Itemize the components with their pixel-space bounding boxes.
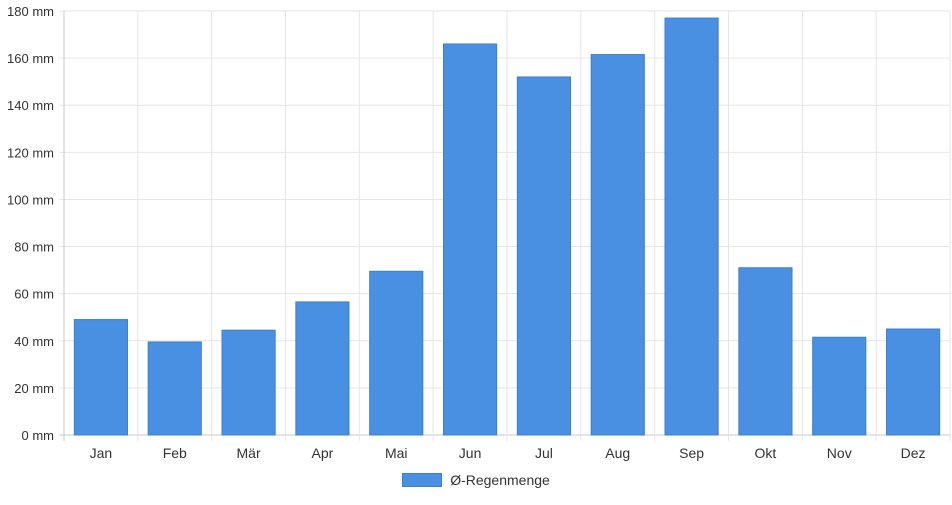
x-tick-label: Aug xyxy=(605,445,630,461)
bar-dez xyxy=(886,328,941,436)
bar-mai xyxy=(369,270,424,436)
legend-swatch xyxy=(402,473,443,487)
y-tick-label: 20 mm xyxy=(14,381,54,396)
gridlines xyxy=(59,10,951,441)
bar-mär xyxy=(221,329,276,436)
y-tick-label: 160 mm xyxy=(7,51,54,66)
x-tick-label: Mai xyxy=(385,445,408,461)
x-tick-label: Mär xyxy=(237,445,261,461)
y-tick-label: 80 mm xyxy=(14,240,54,255)
bar-sep xyxy=(664,17,719,436)
bar-jul xyxy=(516,76,571,436)
bars xyxy=(73,17,941,436)
y-tick-label: 180 mm xyxy=(7,4,54,19)
bar-apr xyxy=(295,301,350,436)
x-tick-label: Feb xyxy=(163,445,187,461)
y-tick-label: 140 mm xyxy=(7,98,54,113)
axes: 0 mm 20 mm 40 mm 60 mm 80 mm 100 mm 120 mm 140 … xyxy=(7,4,926,461)
x-tick-label: Jun xyxy=(459,445,482,461)
bar-feb xyxy=(147,341,202,436)
bar-jun xyxy=(443,43,498,436)
x-tick-label: Okt xyxy=(755,445,777,461)
x-tick-label: Dez xyxy=(901,445,926,461)
legend: Ø-Regenmenge xyxy=(0,472,952,488)
x-tick-label: Jan xyxy=(90,445,113,461)
bar-nov xyxy=(812,336,867,436)
y-tick-label: 100 mm xyxy=(7,192,54,207)
x-tick-label: Apr xyxy=(312,445,334,461)
y-tick-label: 40 mm xyxy=(14,334,54,349)
bar-aug xyxy=(590,54,645,436)
y-tick-label: 60 mm xyxy=(14,287,54,302)
bar-okt xyxy=(738,267,793,436)
x-tick-label: Nov xyxy=(827,445,852,461)
y-tick-label: 0 mm xyxy=(22,428,55,443)
legend-label: Ø-Regenmenge xyxy=(450,472,550,488)
y-tick-label: 120 mm xyxy=(7,145,54,160)
bar-jan xyxy=(73,319,128,436)
x-tick-label: Sep xyxy=(679,445,704,461)
x-tick-label: Jul xyxy=(535,445,553,461)
